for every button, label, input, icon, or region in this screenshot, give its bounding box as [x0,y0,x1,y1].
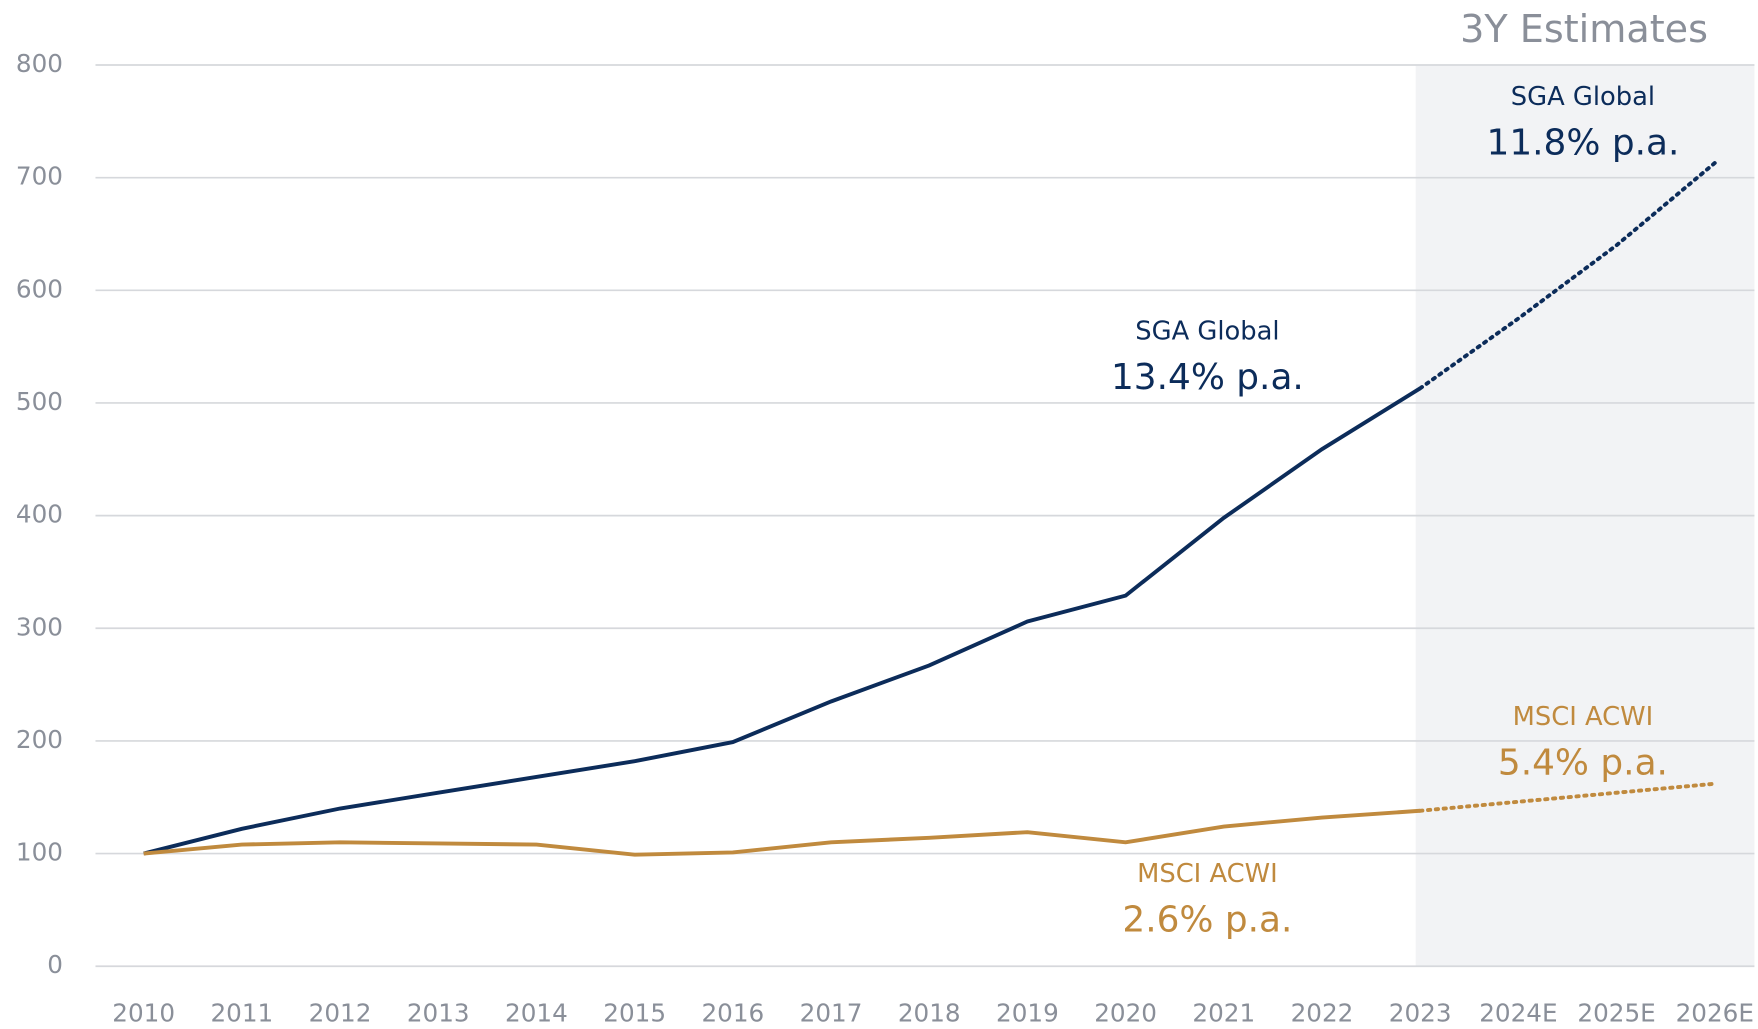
series-line [143,808,1421,857]
y-tick-label: 100 [16,838,63,867]
x-tick-label: 2010 [112,998,175,1027]
x-tick-label: 2016 [701,998,764,1027]
x-tick-label: 2011 [210,998,273,1027]
y-tick-label: 300 [16,612,63,641]
estimate-line [1418,161,1717,391]
annotation-title: SGA Global [1135,316,1279,346]
x-tick-label: 2021 [1192,998,1255,1027]
y-tick-label: 200 [16,725,63,754]
x-tick-label: 2023 [1389,998,1452,1027]
x-tick-label: 2013 [407,998,470,1027]
x-tick-label: 2015 [603,998,666,1027]
y-tick-label: 800 [16,49,63,78]
y-tick-label: 600 [16,274,63,303]
y-tick-label: 400 [16,500,63,529]
annotation-value: 11.8% p.a. [1487,123,1680,164]
y-tick-label: 0 [47,950,63,979]
x-tick-label: 2014 [505,998,568,1027]
series-line [143,386,1422,856]
annotation-value: 2.6% p.a. [1122,899,1292,940]
x-tick-label: 2019 [996,998,1059,1027]
x-tick-label: 2026E [1676,998,1754,1027]
x-tick-label: 2012 [309,998,372,1027]
annotation-value: 13.4% p.a. [1111,357,1304,398]
x-tick-label: 2018 [898,998,961,1027]
y-tick-label: 700 [16,162,63,191]
annotation-title: SGA Global [1511,82,1655,112]
y-tick-label: 500 [16,387,63,416]
estimate-line [1418,781,1717,813]
x-tick-label: 2025E [1577,998,1655,1027]
annotation-value: 5.4% p.a. [1498,742,1668,783]
x-tick-label: 2024E [1479,998,1557,1027]
x-tick-label: 2022 [1291,998,1354,1027]
x-tick-label: 2020 [1094,998,1157,1027]
estimate-label: 3Y Estimates [1460,7,1708,51]
x-tick-label: 2017 [800,998,863,1027]
annotation-title: MSCI ACWI [1137,859,1278,889]
annotation-title: MSCI ACWI [1513,702,1654,732]
